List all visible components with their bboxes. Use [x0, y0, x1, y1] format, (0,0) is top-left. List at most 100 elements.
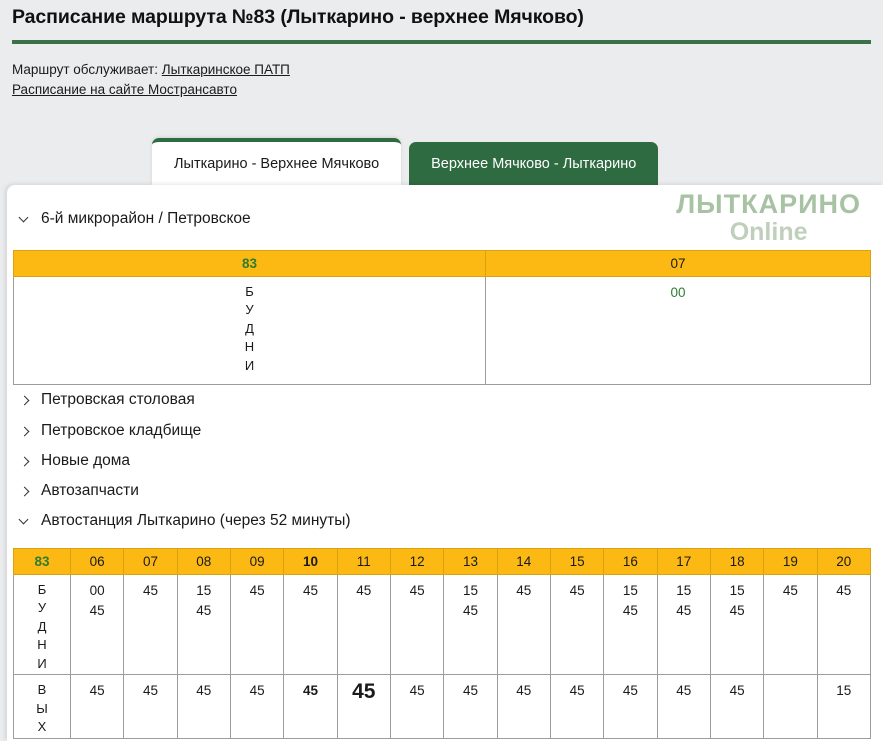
tab-lytkarino-myachkovo[interactable]: Лыткарино - Верхнее Мячково: [152, 138, 402, 186]
cell-vyh-14: 45: [496, 674, 551, 739]
letter: И: [37, 655, 47, 671]
letter: Н: [244, 339, 255, 355]
letter: Д: [37, 618, 47, 634]
table-row-vyhodnye: В Ы Х 45 45 45 45 45 45 45 45 45 45 45 4…: [13, 674, 871, 739]
title-divider: [12, 40, 871, 44]
cell-vyh-18: 45: [709, 674, 765, 739]
cell-budni-09: 45: [229, 573, 285, 676]
letter: У: [245, 302, 254, 318]
chevron-right-icon: [20, 426, 31, 437]
stop-label: Автозапчасти: [41, 482, 139, 499]
col-header-hour-06: 06: [69, 548, 125, 575]
col-header-hour-14: 14: [496, 548, 551, 575]
direction-tabs: Лыткарино - Верхнее Мячково Верхнее Мячк…: [152, 138, 659, 186]
letter: Н: [37, 637, 47, 653]
schedule-table-avtostanciya: 83 06 07 08 09 10 11 12 13 14 15 16 17 1…: [13, 548, 871, 739]
stop-label: Новые дома: [41, 452, 131, 469]
col-header-hour-20: 20: [816, 548, 871, 575]
cell-vyh-07: 45: [123, 674, 178, 739]
stop-label: Петровское кладбище: [41, 422, 202, 439]
daytype-budni: Б У Д Н И: [13, 573, 71, 676]
cell-budni-12: 45: [389, 573, 445, 676]
stop-item-6y-mikrorayon[interactable]: 6-й микрорайон / Петровское: [20, 210, 251, 228]
col-header-hour-10: 10: [283, 548, 338, 575]
stop-item-petrovskaya-stolovaya[interactable]: Петровская столовая: [20, 391, 195, 409]
cell-budni-13: 15 45: [443, 573, 498, 676]
cell-budni-11: 45: [336, 573, 391, 676]
col-header-hour-07: 07: [123, 548, 178, 575]
stop-item-avtostanciya-lytkarino[interactable]: Автостанция Лыткарино (через 52 минуты): [20, 512, 351, 530]
cell-budni-16: 15 45: [603, 573, 658, 676]
cell-vyh-08: 45: [176, 674, 231, 739]
stop-item-novye-doma[interactable]: Новые дома: [20, 452, 130, 470]
cell-budni-20: 45: [816, 573, 871, 676]
cell-budni-10: 45: [283, 573, 338, 676]
col-header-hour-11: 11: [336, 548, 391, 575]
letter: Б: [245, 284, 254, 299]
tab-myachkovo-lytkarino[interactable]: Верхнее Мячково - Лыткарино: [409, 142, 659, 186]
chevron-down-icon: [20, 214, 31, 225]
cell-vyh-20: 15: [816, 674, 871, 739]
cell-budni-18: 15 45: [709, 573, 765, 676]
stop-label: 6-й микрорайон / Петровское: [41, 210, 251, 227]
letter: Д: [245, 320, 254, 336]
external-schedule-line: Расписание на сайте Мострансавто: [12, 82, 237, 97]
operator-label: Маршрут обслуживает:: [12, 62, 162, 77]
chevron-right-icon: [20, 456, 31, 467]
operator-link[interactable]: Лыткаринское ПАТП: [161, 62, 290, 77]
watermark: ЛЫТКАРИНО Online: [676, 191, 861, 245]
chevron-right-icon: [20, 486, 31, 497]
letter: Х: [37, 719, 47, 735]
col-header-route: 83: [13, 250, 486, 277]
mostransavto-link[interactable]: Расписание на сайте Мострансавто: [12, 82, 237, 97]
cell-vyh-16: 45: [603, 674, 658, 739]
cell-budni-14: 45: [496, 573, 551, 676]
col-header-hour-19: 19: [763, 548, 818, 575]
col-header-route: 83: [13, 548, 71, 575]
chevron-down-icon: [20, 516, 31, 527]
watermark-line2: Online: [729, 218, 808, 246]
cell-vyh-17: 45: [656, 674, 711, 739]
chevron-right-icon: [20, 395, 31, 406]
col-header-hour-09: 09: [229, 548, 285, 575]
cell-budni-07: 45: [123, 573, 178, 676]
page-title: Расписание маршрута №83 (Лыткарино - вер…: [12, 6, 584, 28]
letter: У: [37, 600, 47, 616]
stop-item-petrovskoe-kladbishche[interactable]: Петровское кладбище: [20, 422, 201, 440]
daytype-vyhodnye: В Ы Х: [13, 674, 71, 739]
cell-vyh-12: 45: [389, 674, 445, 739]
cell-vyh-15: 45: [549, 674, 605, 739]
col-header-hour-15: 15: [549, 548, 605, 575]
cell-budni-19: 45: [763, 573, 818, 676]
letter: В: [37, 682, 47, 698]
col-header-hour-12: 12: [389, 548, 445, 575]
letter: Ы: [36, 700, 48, 716]
stop-label: Автостанция Лыткарино (через 52 минуты): [41, 512, 351, 529]
table-row-budni: Б У Д Н И 00: [13, 276, 871, 385]
operator-line: Маршрут обслуживает: Лыткаринское ПАТП: [12, 62, 290, 77]
schedule-table-6y-mikrorayon: 83 07 Б У Д Н И 00: [13, 250, 871, 385]
cell-vyh-19: [763, 674, 818, 739]
cell-budni-08: 15 45: [176, 573, 231, 676]
stop-label: Петровская столовая: [41, 391, 195, 408]
cell-vyh-10: 45: [283, 674, 338, 739]
stop-item-avtozapchasti[interactable]: Автозапчасти: [20, 482, 139, 500]
cell-vyh-06: 45: [69, 674, 125, 739]
cell-budni-17: 15 45: [656, 573, 711, 676]
letter: И: [244, 357, 255, 373]
table-row-budni: Б У Д Н И 00 45 45 15 45 45 45 45 45 15 45 …: [13, 573, 871, 676]
cell-budni-06: 00 45: [69, 573, 125, 676]
watermark-line1: ЛЫТКАРИНО: [676, 189, 861, 219]
cell-vyh-13: 45: [443, 674, 498, 739]
col-header-hour-08: 08: [176, 548, 231, 575]
table-header-row: 83 06 07 08 09 10 11 12 13 14 15 16 17 1…: [13, 548, 871, 575]
col-header-hour-13: 13: [443, 548, 498, 575]
daytype-budni: Б У Д Н И: [13, 276, 486, 385]
col-header-hour-16: 16: [603, 548, 658, 575]
cell-vyh-09: 45: [229, 674, 285, 739]
cell-budni-07: 00: [485, 276, 871, 385]
letter: Б: [37, 582, 47, 597]
col-header-hour-17: 17: [656, 548, 711, 575]
cell-vyh-11: 45: [336, 674, 391, 739]
